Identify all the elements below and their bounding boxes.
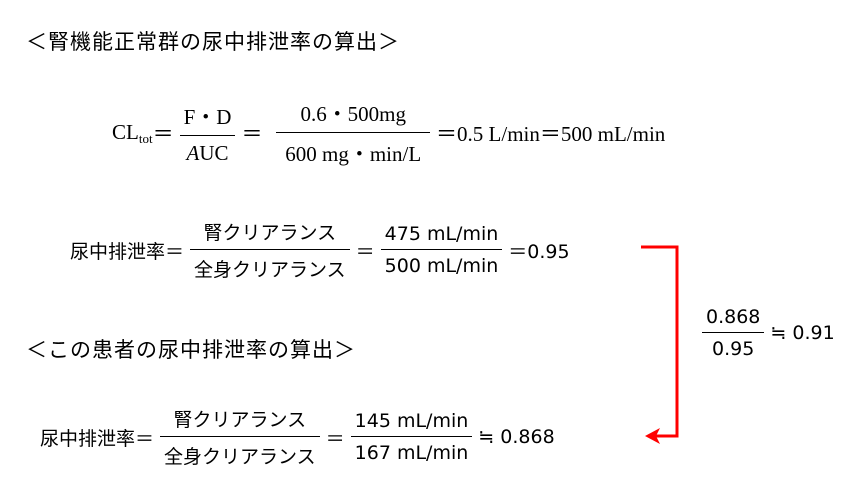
numerator: 145 mL/min [354, 410, 469, 432]
clearance-result: ＝0.5 L/min＝500 mL/min [436, 122, 666, 146]
denominator: 167 mL/min [354, 442, 469, 464]
heading-normal-renal-group: ＜腎機能正常群の尿中排泄率の算出＞ [26, 30, 400, 54]
arrow-head-icon [645, 428, 660, 444]
numerator: 腎クリアランス [203, 222, 337, 244]
excretion-rate-label: 尿中排泄率＝ [70, 240, 185, 263]
excretion-rate-label: 尿中排泄率＝ [40, 427, 155, 450]
equals-sign: ＝ [241, 122, 263, 146]
fraction-bar [179, 134, 236, 136]
fraction-bar [702, 332, 765, 333]
numerator: 0.868 [706, 306, 761, 328]
equals-sign: ＝ [325, 427, 345, 450]
fraction-clearance-ratio: 腎クリアランス 全身クリアランス [190, 218, 350, 282]
fraction-clearance-ratio: 腎クリアランス 全身クリアランス [160, 405, 320, 469]
denominator: 600 mg・min/L [285, 142, 422, 166]
arrow-line [641, 245, 679, 438]
denominator: 全身クリアランス [194, 259, 346, 281]
numerator: 腎クリアランス [173, 409, 307, 431]
denominator: 500 mL/min [384, 255, 499, 277]
equals-sign: ＝ [355, 240, 375, 263]
ratio-result: ≒ 0.91 [770, 322, 835, 344]
denominator: 全身クリアランス [164, 446, 316, 468]
fraction-ratio: 0.868 0.95 [702, 306, 765, 360]
heading-patient: ＜この患者の尿中排泄率の算出＞ [26, 338, 356, 362]
numerator: 475 mL/min [384, 223, 499, 245]
patient-excretion-equation: 尿中排泄率＝ 腎クリアランス 全身クリアランス ＝ 145 mL/min 167… [40, 405, 555, 469]
fraction-bar [160, 436, 320, 437]
fraction-dose-auc: 0.6・500mg 600 mg・min/L [276, 98, 431, 168]
ratio-equation: 0.868 0.95 ≒ 0.91 [696, 306, 835, 360]
cl-tot-label: CLtot [112, 119, 153, 146]
denominator: 0.95 [712, 338, 755, 360]
denominator: AUC [186, 140, 229, 165]
fraction-bar [380, 249, 503, 250]
numerator: F・D [183, 104, 232, 129]
clearance-equation: CLtot ＝ F・D AUC ＝ 0.6・500mg 600 mg・min/L… [112, 98, 665, 168]
fraction-bar [190, 249, 350, 250]
equals-sign: ＝ [152, 122, 174, 146]
excretion-result: ＝0.95 [508, 240, 570, 263]
fraction-values: 145 mL/min 167 mL/min [350, 410, 473, 464]
fraction-fd-auc: F・D AUC [179, 101, 236, 166]
numerator: 0.6・500mg [300, 102, 407, 126]
excretion-result: ≒ 0.868 [478, 426, 555, 448]
fraction-bar [276, 132, 431, 133]
normal-excretion-equation: 尿中排泄率＝ 腎クリアランス 全身クリアランス ＝ 475 mL/min 500… [70, 218, 570, 282]
fraction-values: 475 mL/min 500 mL/min [380, 223, 503, 277]
fraction-bar [350, 436, 473, 437]
